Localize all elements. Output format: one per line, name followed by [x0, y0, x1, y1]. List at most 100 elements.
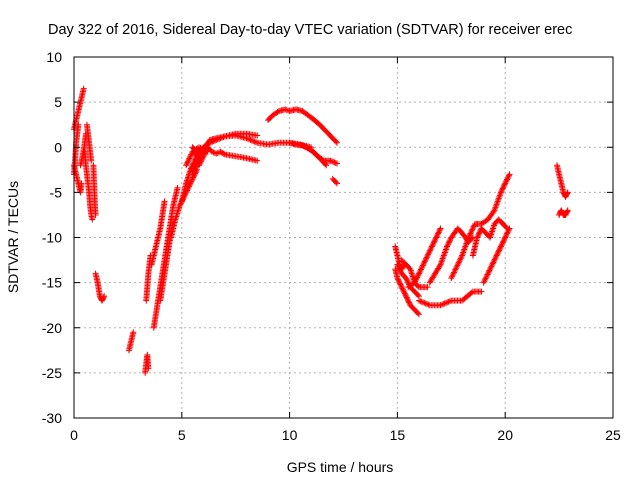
data-point: [443, 243, 450, 250]
data-point: [401, 289, 408, 296]
data-point: [192, 164, 199, 171]
x-tick-label: 5: [178, 427, 186, 443]
y-axis-label: SDTVAR / TECUs: [5, 181, 21, 293]
data-point: [453, 263, 460, 270]
data-point: [438, 301, 445, 308]
data-point: [430, 240, 437, 247]
data-point: [487, 264, 494, 271]
y-tick-label: -25: [42, 365, 62, 381]
data-point: [197, 159, 204, 166]
data-point: [395, 262, 402, 269]
data-point: [75, 121, 82, 128]
data-point: [188, 164, 195, 171]
data-point: [501, 235, 508, 242]
data-point: [220, 150, 227, 157]
data-point: [395, 276, 402, 283]
y-tick-label: -30: [42, 410, 62, 426]
data-point: [302, 143, 309, 150]
data-point: [403, 293, 410, 300]
data-point: [145, 365, 152, 372]
data-point: [331, 159, 338, 166]
data-point: [430, 239, 437, 246]
y-tick-label: 5: [54, 94, 62, 110]
data-point: [190, 160, 197, 167]
data-point: [489, 260, 496, 267]
data-point: [411, 279, 418, 286]
data-point: [476, 229, 483, 236]
data-point: [498, 188, 505, 195]
data-point: [504, 230, 511, 237]
data-point: [421, 299, 428, 306]
data-point: [435, 230, 442, 237]
data-point: [499, 186, 506, 193]
data-point: [89, 216, 96, 223]
data-point: [442, 299, 449, 306]
data-point: [197, 158, 204, 165]
data-point: [418, 265, 425, 272]
data-point: [500, 182, 507, 189]
data-point: [403, 294, 410, 301]
data-point: [483, 272, 490, 279]
data-point: [445, 239, 452, 246]
data-point: [457, 256, 464, 263]
data-point: [198, 157, 205, 164]
data-point: [488, 263, 495, 270]
data-point: [394, 261, 401, 268]
data-point: [494, 249, 501, 256]
data-point: [426, 247, 433, 254]
data-point: [177, 201, 184, 208]
data-point: [431, 237, 438, 244]
data-point: [484, 271, 491, 278]
data-point: [332, 138, 339, 145]
data-point: [501, 181, 508, 188]
data-point: [274, 109, 281, 116]
data-point: [504, 229, 511, 236]
data-point: [88, 157, 95, 164]
data-point: [441, 300, 448, 307]
data-point: [505, 173, 512, 180]
data-point: [498, 242, 505, 249]
y-tick-label: -20: [42, 320, 62, 336]
data-point: [499, 185, 506, 192]
data-point: [328, 158, 335, 165]
data-point: [502, 179, 509, 186]
data-point: [468, 229, 475, 236]
data-point: [243, 135, 250, 142]
data-point: [564, 207, 571, 214]
data-point: [444, 299, 451, 306]
data-point: [400, 288, 407, 295]
data-point: [210, 149, 217, 156]
data-point: [425, 250, 432, 257]
data-point: [506, 171, 513, 178]
data-point: [80, 85, 87, 92]
data-point: [500, 184, 507, 191]
data-point: [200, 153, 207, 160]
data-point: [457, 255, 464, 262]
data-point: [474, 234, 481, 241]
data-point: [505, 172, 512, 179]
data-point: [503, 231, 510, 238]
data-point: [203, 148, 210, 155]
data-point: [453, 265, 460, 272]
y-tick-label: 10: [46, 49, 62, 65]
x-tick-label: 15: [390, 427, 406, 443]
data-point: [404, 277, 411, 284]
data-point: [297, 141, 304, 148]
data-point: [433, 233, 440, 240]
data-point: [475, 231, 482, 238]
data-point: [204, 148, 211, 155]
data-point: [404, 297, 411, 304]
data-point: [396, 265, 403, 272]
data-point: [424, 284, 431, 291]
data-point: [101, 293, 108, 300]
data-point: [490, 257, 497, 264]
data-point: [487, 266, 494, 273]
data-point: [450, 270, 457, 277]
data-point: [500, 238, 507, 245]
data-point: [455, 261, 462, 268]
data-point: [420, 261, 427, 268]
data-point: [422, 300, 429, 307]
data-point: [418, 298, 425, 305]
